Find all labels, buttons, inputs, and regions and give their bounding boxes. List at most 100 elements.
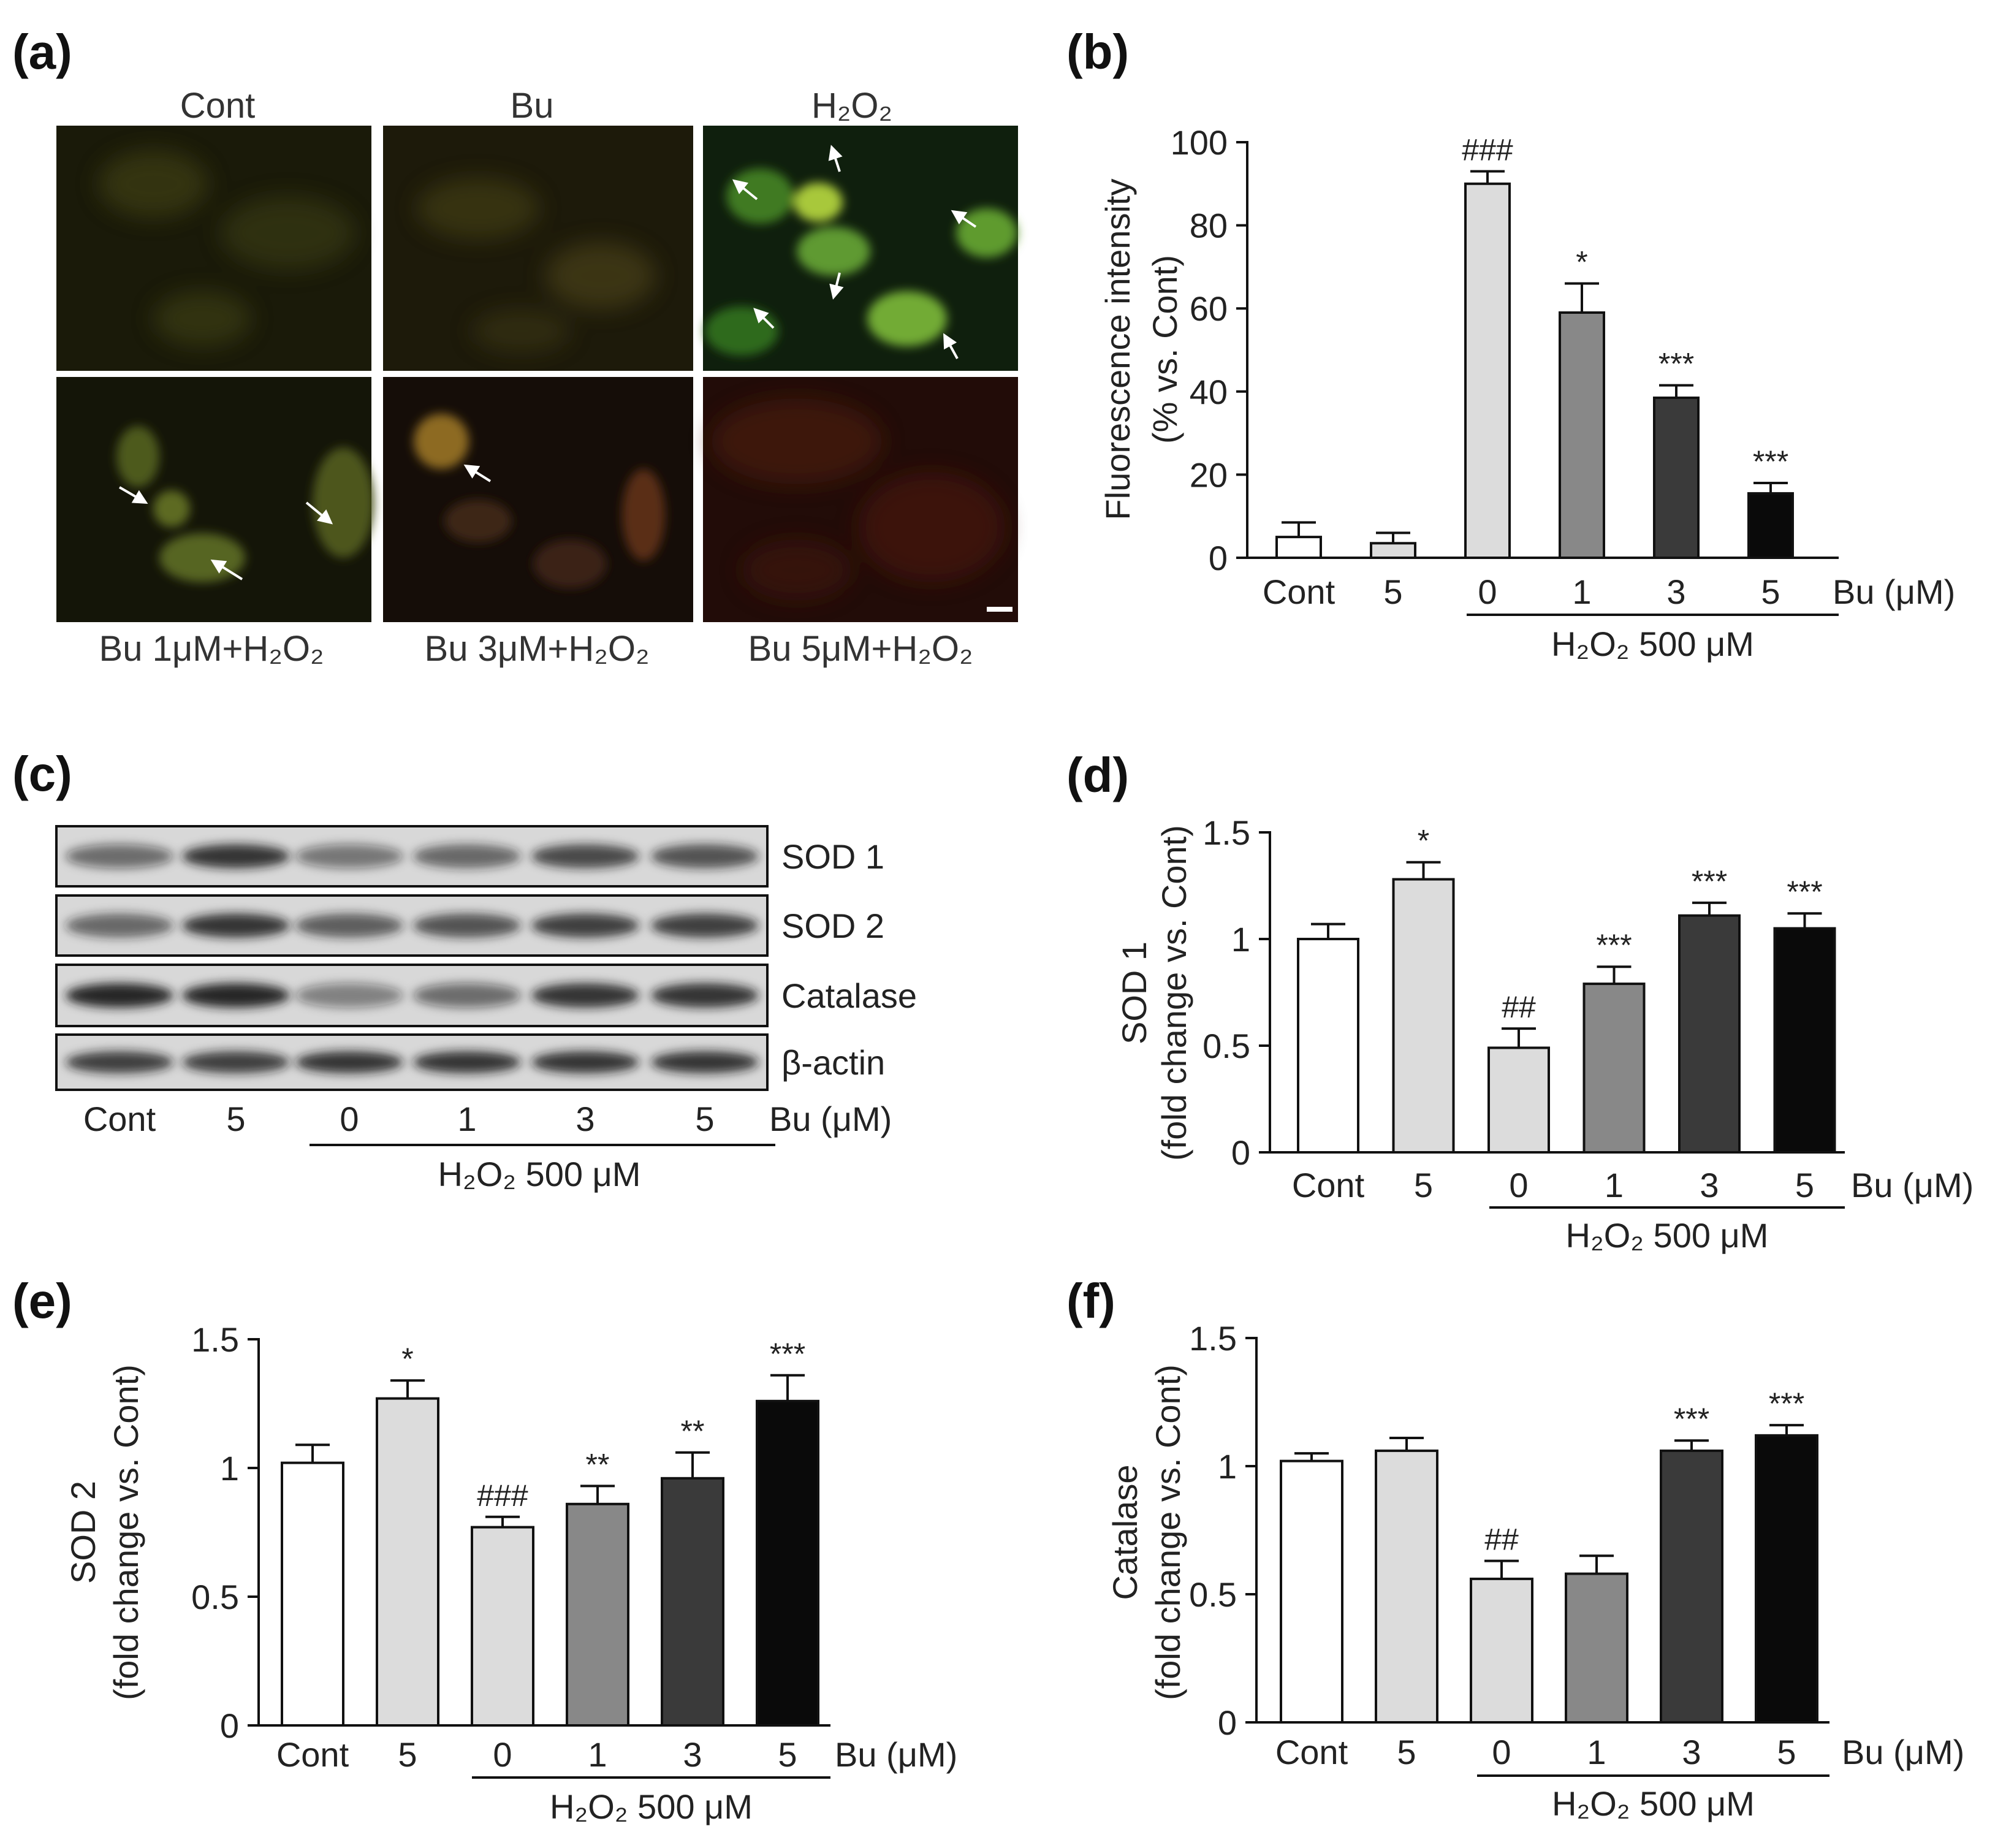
significance-label: *** xyxy=(1658,347,1694,381)
x-unit-label: Bu (μM) xyxy=(1842,1733,1964,1771)
scale-bar xyxy=(987,607,1012,612)
category-label: 1 xyxy=(1605,1166,1624,1204)
y-tick-label: 40 xyxy=(1190,373,1228,411)
panel-c: (c) SOD 1 SOD 2 Catalase β-actin Cont 5 0 1 3 5 Bu… xyxy=(12,747,917,1193)
blot-band xyxy=(66,1051,173,1073)
blot-strip xyxy=(55,1033,769,1091)
blot-unit-label: Bu (μM) xyxy=(769,1100,892,1138)
y-axis-label: SOD 2 xyxy=(64,1481,102,1584)
bar xyxy=(1370,542,1416,560)
blot-strip xyxy=(55,894,769,957)
blot-band xyxy=(66,983,173,1008)
y-axis-label: (fold change vs. Cont) xyxy=(1149,1364,1187,1700)
bar xyxy=(1464,182,1511,559)
bar xyxy=(1559,311,1605,559)
bar xyxy=(1375,1449,1438,1724)
y-axis-label: (% vs. Cont) xyxy=(1145,255,1184,444)
category-label: 3 xyxy=(683,1735,702,1774)
bar xyxy=(661,1477,724,1727)
category-label: 1 xyxy=(1572,572,1591,611)
bar xyxy=(1773,927,1836,1154)
y-tick-label: 0 xyxy=(1218,1703,1237,1742)
y-tick-label: 0 xyxy=(220,1706,239,1745)
y-axis-label: Catalase xyxy=(1106,1464,1144,1600)
significance-label: *** xyxy=(1753,444,1788,479)
micrograph-bu1-h2o2 xyxy=(56,377,374,622)
bar xyxy=(1297,938,1359,1154)
category-label: 5 xyxy=(1383,572,1402,611)
blot-band xyxy=(413,1051,521,1073)
y-tick-label: 1 xyxy=(1231,920,1250,959)
blot-band xyxy=(651,1051,759,1073)
significance-label: *** xyxy=(770,1337,805,1371)
blot-band xyxy=(413,983,521,1008)
y-tick-label: 1.5 xyxy=(191,1320,239,1359)
bar xyxy=(1280,1459,1343,1724)
blot-band xyxy=(413,844,521,869)
bar xyxy=(756,1399,819,1727)
bar xyxy=(566,1502,629,1727)
group-label: H₂O₂ 500 μM xyxy=(550,1787,753,1826)
category-label: 0 xyxy=(1509,1166,1528,1204)
blot-band xyxy=(413,913,521,938)
significance-label: *** xyxy=(1787,875,1822,909)
y-tick-label: 0.5 xyxy=(1189,1575,1237,1614)
y-tick-label: 0 xyxy=(1209,539,1228,577)
category-label: Cont xyxy=(276,1735,349,1774)
panel-label: (b) xyxy=(1066,25,1129,79)
category-label: 5 xyxy=(1761,572,1780,611)
blot-band xyxy=(651,844,759,869)
micrograph-bu3-h2o2 xyxy=(383,377,693,622)
chart-panel-e: (e) 0 0.5 1 1.5 SOD 2 (fold change vs. Cont) Co… xyxy=(12,1274,957,1826)
panel-label: (f) xyxy=(1066,1274,1115,1328)
significance-label: *** xyxy=(1692,864,1727,899)
blot-band xyxy=(182,983,290,1008)
blot-band xyxy=(531,913,639,938)
category-label: 3 xyxy=(1682,1733,1701,1771)
category-label: 0 xyxy=(493,1735,512,1774)
blot-band xyxy=(182,913,290,938)
category-label: 0 xyxy=(1478,572,1497,611)
y-tick-label: 60 xyxy=(1190,289,1228,328)
blot-band xyxy=(531,983,639,1008)
blot-band xyxy=(295,913,403,938)
blot-lane-label: 3 xyxy=(576,1100,595,1138)
significance-label: ## xyxy=(1502,990,1536,1024)
blot-band xyxy=(651,983,759,1008)
significance-label: *** xyxy=(1769,1386,1804,1421)
significance-label: ** xyxy=(681,1414,705,1448)
blot-band xyxy=(295,844,403,869)
y-tick-label: 1 xyxy=(220,1449,239,1488)
micrograph-title-bu: Bu xyxy=(511,86,554,126)
category-label: 5 xyxy=(1397,1733,1416,1771)
blot-band xyxy=(531,844,639,869)
bar xyxy=(1392,878,1455,1154)
y-axis-label: Fluorescence intensity xyxy=(1098,178,1137,520)
blot-lane-label: 0 xyxy=(340,1100,359,1138)
blot-group-label: H₂O₂ 500 μM xyxy=(438,1155,641,1193)
significance-label: * xyxy=(401,1342,413,1376)
significance-label: *** xyxy=(1596,928,1632,962)
y-tick-label: 20 xyxy=(1190,455,1228,494)
bar xyxy=(1275,536,1322,559)
significance-label: ** xyxy=(586,1447,610,1481)
bar xyxy=(1755,1434,1818,1724)
y-tick-label: 100 xyxy=(1171,123,1228,162)
category-label: 5 xyxy=(1414,1166,1433,1204)
y-axis-label: (fold change vs. Cont) xyxy=(1155,825,1193,1161)
panel-label: (d) xyxy=(1066,748,1129,802)
x-unit-label: Bu (μM) xyxy=(835,1735,957,1774)
significance-label: *** xyxy=(1674,1402,1709,1436)
blot-lane-label: Cont xyxy=(83,1100,156,1138)
blot-band xyxy=(182,1051,290,1073)
panel-a-label: (a) xyxy=(12,25,72,79)
bar xyxy=(1660,1449,1723,1724)
blot-lane-label: 1 xyxy=(457,1100,476,1138)
significance-label: ### xyxy=(1462,132,1513,167)
y-tick-label: 0.5 xyxy=(1202,1027,1250,1065)
category-label: 0 xyxy=(1492,1733,1511,1771)
chart-panel-b: (b) 0 20 40 60 80 100 Fluorescence intensity (% … xyxy=(1066,25,1955,663)
panel-c-label: (c) xyxy=(12,747,72,801)
category-label: Cont xyxy=(1292,1166,1365,1204)
